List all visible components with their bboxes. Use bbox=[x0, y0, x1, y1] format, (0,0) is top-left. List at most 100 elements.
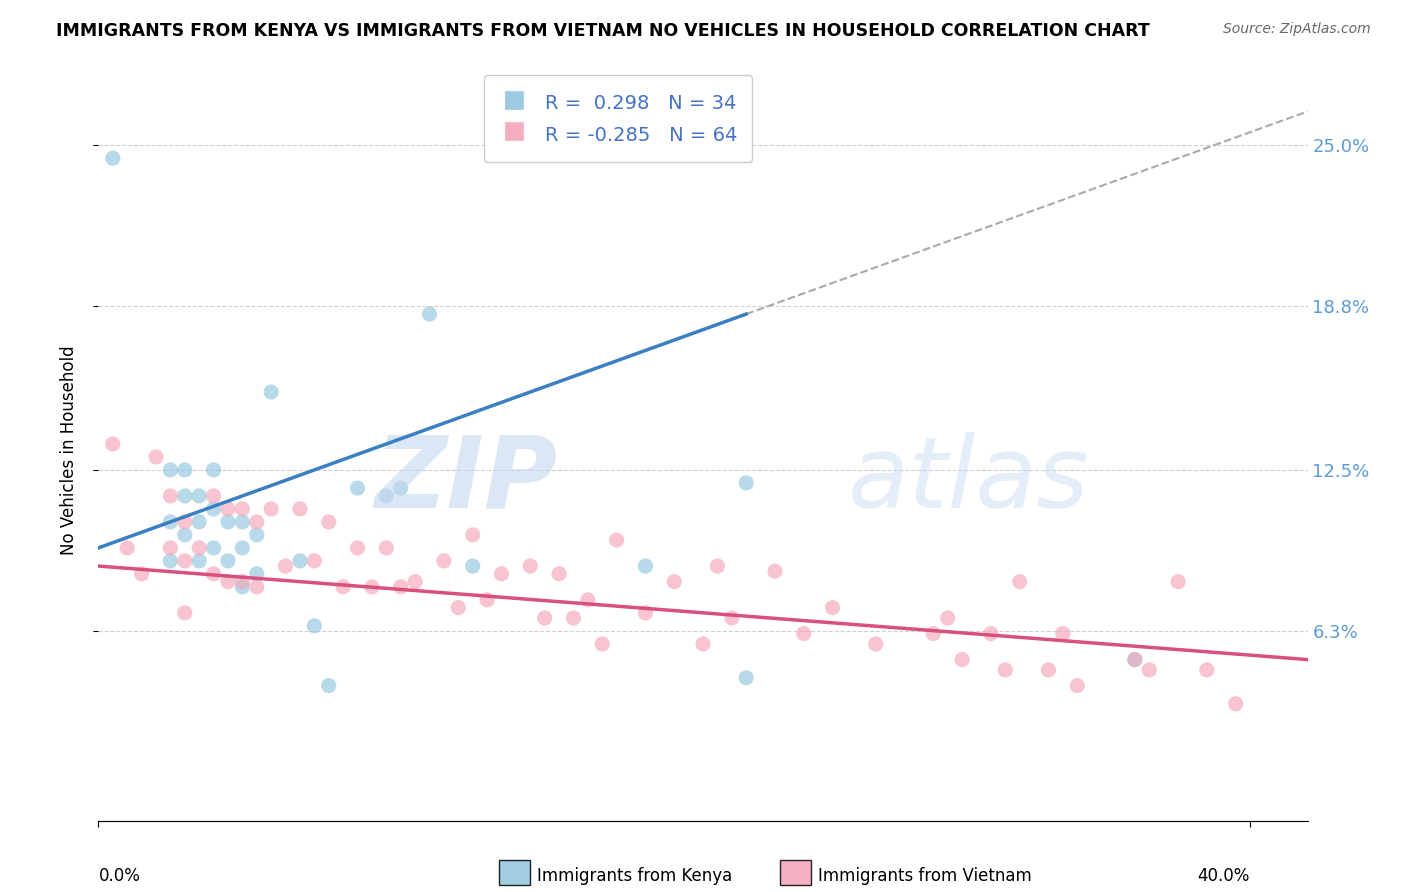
Point bbox=[461, 559, 484, 574]
Point bbox=[217, 515, 239, 529]
Point bbox=[576, 592, 599, 607]
Point bbox=[389, 580, 412, 594]
Point bbox=[606, 533, 628, 547]
Point bbox=[735, 671, 758, 685]
Point bbox=[1008, 574, 1031, 589]
Point bbox=[519, 559, 541, 574]
Point bbox=[231, 515, 253, 529]
Point bbox=[188, 515, 211, 529]
Point bbox=[591, 637, 613, 651]
Point bbox=[1066, 679, 1088, 693]
Point bbox=[231, 580, 253, 594]
Point bbox=[865, 637, 887, 651]
Point bbox=[145, 8, 167, 22]
Point bbox=[188, 541, 211, 555]
Point bbox=[145, 450, 167, 464]
Point bbox=[202, 489, 225, 503]
Point bbox=[274, 559, 297, 574]
Point bbox=[1167, 574, 1189, 589]
Point bbox=[1123, 652, 1146, 666]
Point bbox=[260, 502, 283, 516]
Point bbox=[260, 384, 283, 399]
Point bbox=[173, 515, 195, 529]
Point bbox=[231, 574, 253, 589]
Point bbox=[634, 559, 657, 574]
Point bbox=[763, 564, 786, 578]
Y-axis label: No Vehicles in Household: No Vehicles in Household bbox=[59, 345, 77, 556]
Point bbox=[131, 566, 153, 581]
Point bbox=[318, 679, 340, 693]
Point bbox=[159, 489, 181, 503]
Point bbox=[173, 528, 195, 542]
Point bbox=[202, 541, 225, 555]
Point bbox=[217, 574, 239, 589]
Text: atlas: atlas bbox=[848, 432, 1090, 529]
Text: 40.0%: 40.0% bbox=[1198, 867, 1250, 886]
Point bbox=[115, 541, 138, 555]
Point bbox=[936, 611, 959, 625]
Point bbox=[346, 541, 368, 555]
Point bbox=[246, 580, 269, 594]
Point bbox=[304, 619, 326, 633]
Point bbox=[1137, 663, 1160, 677]
Point bbox=[202, 566, 225, 581]
Point bbox=[101, 151, 124, 165]
Point bbox=[188, 554, 211, 568]
Point bbox=[433, 554, 456, 568]
Text: Source: ZipAtlas.com: Source: ZipAtlas.com bbox=[1223, 22, 1371, 37]
Point bbox=[159, 515, 181, 529]
Point bbox=[1195, 663, 1218, 677]
Point bbox=[950, 652, 973, 666]
Point bbox=[173, 554, 195, 568]
Point bbox=[692, 637, 714, 651]
Point bbox=[346, 481, 368, 495]
Point bbox=[202, 502, 225, 516]
Point bbox=[246, 566, 269, 581]
Point bbox=[664, 574, 686, 589]
Point bbox=[1052, 626, 1074, 640]
Point bbox=[720, 611, 742, 625]
Legend: R =  0.298   N = 34, R = -0.285   N = 64: R = 0.298 N = 34, R = -0.285 N = 64 bbox=[484, 75, 752, 161]
Point bbox=[202, 463, 225, 477]
Point bbox=[548, 566, 571, 581]
Point bbox=[793, 626, 815, 640]
Point bbox=[475, 592, 498, 607]
Point bbox=[246, 528, 269, 542]
Text: Immigrants from Kenya: Immigrants from Kenya bbox=[537, 867, 733, 885]
Point bbox=[231, 502, 253, 516]
Point bbox=[491, 566, 513, 581]
Point bbox=[246, 515, 269, 529]
Point bbox=[562, 611, 585, 625]
Point bbox=[173, 606, 195, 620]
Point bbox=[735, 475, 758, 490]
Point bbox=[994, 663, 1017, 677]
Point bbox=[173, 463, 195, 477]
Point bbox=[318, 515, 340, 529]
Point bbox=[634, 606, 657, 620]
Point bbox=[173, 489, 195, 503]
Point bbox=[533, 611, 555, 625]
Point bbox=[418, 307, 440, 321]
Point bbox=[188, 489, 211, 503]
Point bbox=[1123, 652, 1146, 666]
Point bbox=[1038, 663, 1060, 677]
Point bbox=[159, 463, 181, 477]
Point bbox=[217, 502, 239, 516]
Point bbox=[231, 541, 253, 555]
Point bbox=[404, 574, 426, 589]
Point bbox=[101, 437, 124, 451]
Point bbox=[980, 626, 1002, 640]
Text: ZIP: ZIP bbox=[375, 432, 558, 529]
Point bbox=[361, 580, 384, 594]
Text: 0.0%: 0.0% bbox=[98, 867, 141, 886]
Text: IMMIGRANTS FROM KENYA VS IMMIGRANTS FROM VIETNAM NO VEHICLES IN HOUSEHOLD CORREL: IMMIGRANTS FROM KENYA VS IMMIGRANTS FROM… bbox=[56, 22, 1150, 40]
Point bbox=[1225, 697, 1247, 711]
Point bbox=[389, 481, 412, 495]
Point bbox=[447, 600, 470, 615]
Point bbox=[332, 580, 354, 594]
Point bbox=[159, 541, 181, 555]
Point bbox=[375, 489, 398, 503]
Point bbox=[217, 554, 239, 568]
Point bbox=[706, 559, 728, 574]
Text: Immigrants from Vietnam: Immigrants from Vietnam bbox=[818, 867, 1032, 885]
